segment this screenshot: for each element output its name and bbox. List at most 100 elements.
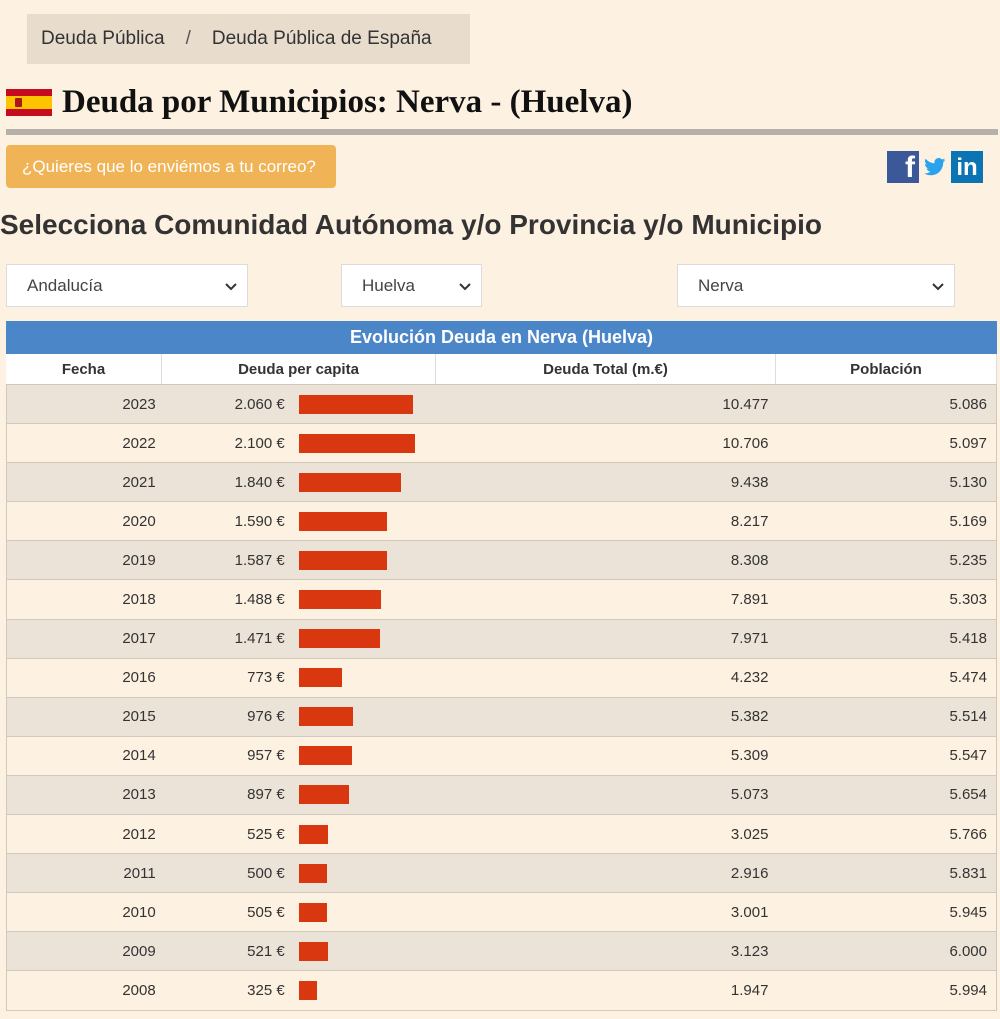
cell-fecha: 2022 bbox=[122, 434, 156, 452]
table-row: 2017 1.471 € 7.971 5.418 bbox=[6, 619, 997, 659]
cell-per-capita: 500 € bbox=[163, 854, 436, 892]
cell-poblacion: 5.086 bbox=[949, 395, 987, 413]
cell-total: 9.438 bbox=[730, 473, 769, 491]
email-subscribe-button[interactable]: ¿Quieres que lo enviémos a tu correo? bbox=[6, 145, 336, 188]
per-capita-bar bbox=[298, 590, 381, 610]
provincia-select[interactable]: Huelva bbox=[341, 264, 482, 307]
twitter-bird bbox=[924, 158, 946, 176]
per-capita-value: 1.488 € bbox=[234, 591, 285, 609]
cell-per-capita: 325 € bbox=[163, 971, 436, 1009]
per-capita-value: 957 € bbox=[247, 747, 285, 765]
breadcrumb-link-deuda-publica[interactable]: Deuda Pública bbox=[41, 28, 165, 49]
table-title: Evolución Deuda en Nerva (Huelva) bbox=[6, 321, 997, 354]
per-capita-value: 1.471 € bbox=[234, 630, 285, 648]
breadcrumb-link-deuda-espana[interactable]: Deuda Pública de España bbox=[211, 28, 432, 49]
per-capita-bar bbox=[298, 785, 349, 805]
cell-poblacion: 6.000 bbox=[949, 942, 987, 960]
twitter-icon[interactable] bbox=[922, 151, 948, 183]
cell-poblacion: 5.514 bbox=[949, 708, 987, 726]
per-capita-bar bbox=[298, 550, 387, 570]
title-row: Deuda por Municipios: Nerva - (Huelva) bbox=[6, 80, 632, 124]
cell-total: 8.308 bbox=[730, 551, 769, 569]
cell-per-capita: 505 € bbox=[163, 893, 436, 931]
municipio-select[interactable]: Nerva bbox=[677, 264, 955, 307]
cell-per-capita: 525 € bbox=[163, 815, 436, 853]
table-row: 2012 525 € 3.025 5.766 bbox=[6, 815, 997, 855]
debt-table: Evolución Deuda en Nerva (Huelva) Fecha … bbox=[6, 321, 997, 1011]
select-heading: Selecciona Comunidad Autónoma y/o Provin… bbox=[0, 209, 822, 240]
cell-total: 7.891 bbox=[730, 591, 769, 609]
cell-total: 5.073 bbox=[730, 786, 769, 804]
per-capita-bar bbox=[298, 746, 352, 766]
cell-fecha: 2008 bbox=[122, 981, 156, 999]
per-capita-value: 505 € bbox=[247, 903, 285, 921]
table-body: 2023 2.060 € 10.477 5.086 2022 2.100 € 10.706 5… bbox=[6, 385, 997, 1011]
cell-total: 8.217 bbox=[730, 512, 769, 530]
table-row: 2022 2.100 € 10.706 5.097 bbox=[6, 424, 997, 464]
table-row: 2010 505 € 3.001 5.945 bbox=[6, 893, 997, 933]
table-row: 2008 325 € 1.947 5.994 bbox=[6, 971, 997, 1011]
per-capita-bar bbox=[298, 941, 328, 961]
table-row: 2020 1.590 € 8.217 5.169 bbox=[6, 502, 997, 542]
per-capita-bar bbox=[298, 980, 317, 1000]
table-row: 2015 976 € 5.382 5.514 bbox=[6, 697, 997, 737]
header-fecha: Fecha bbox=[6, 354, 162, 384]
cell-total: 1.947 bbox=[730, 981, 769, 999]
cell-fecha: 2009 bbox=[122, 942, 156, 960]
cell-fecha: 2023 bbox=[122, 395, 156, 413]
cell-fecha: 2017 bbox=[122, 630, 156, 648]
per-capita-value: 1.590 € bbox=[234, 512, 285, 530]
per-capita-bar bbox=[298, 433, 415, 453]
spain-flag-icon bbox=[6, 88, 52, 116]
header-poblacion: Población bbox=[776, 354, 997, 384]
cell-poblacion: 5.994 bbox=[949, 981, 987, 999]
per-capita-value: 525 € bbox=[247, 825, 285, 843]
cell-poblacion: 5.831 bbox=[949, 864, 987, 882]
chevron-down-icon bbox=[459, 283, 471, 291]
cell-fecha: 2018 bbox=[122, 591, 156, 609]
per-capita-value: 897 € bbox=[247, 786, 285, 804]
comunidad-select-value: Andalucía bbox=[27, 275, 103, 295]
header-total: Deuda Total (m.€) bbox=[436, 354, 776, 384]
cell-total: 10.706 bbox=[722, 434, 769, 452]
cell-poblacion: 5.169 bbox=[949, 512, 987, 530]
cell-fecha: 2014 bbox=[122, 747, 156, 765]
table-row: 2013 897 € 5.073 5.654 bbox=[6, 775, 997, 816]
facebook-icon[interactable]: f bbox=[887, 151, 919, 183]
per-capita-bar bbox=[298, 863, 327, 883]
table-row: 2011 500 € 2.916 5.831 bbox=[6, 854, 997, 894]
linkedin-icon[interactable]: in bbox=[951, 151, 983, 183]
cell-poblacion: 5.235 bbox=[949, 551, 987, 569]
cell-poblacion: 5.654 bbox=[949, 786, 987, 804]
per-capita-bar bbox=[298, 472, 401, 492]
comunidad-select[interactable]: Andalucía bbox=[6, 264, 248, 307]
per-capita-value: 976 € bbox=[247, 708, 285, 726]
cell-total: 10.477 bbox=[722, 395, 769, 413]
page-title: Deuda por Municipios: Nerva - (Huelva) bbox=[62, 83, 633, 120]
cell-poblacion: 5.766 bbox=[949, 825, 987, 843]
cell-total: 7.971 bbox=[730, 630, 769, 648]
per-capita-value: 1.587 € bbox=[234, 551, 285, 569]
cell-fecha: 2016 bbox=[122, 669, 156, 687]
cell-per-capita: 1.471 € bbox=[163, 620, 436, 658]
cell-per-capita: 2.100 € bbox=[163, 424, 436, 462]
cell-poblacion: 5.418 bbox=[949, 630, 987, 648]
cell-per-capita: 976 € bbox=[163, 698, 436, 736]
breadcrumb: Deuda Pública / Deuda Pública de España bbox=[27, 14, 470, 64]
cell-total: 5.382 bbox=[730, 708, 769, 726]
table-row: 2021 1.840 € 9.438 5.130 bbox=[6, 463, 997, 503]
cell-poblacion: 5.097 bbox=[949, 434, 987, 452]
per-capita-bar bbox=[298, 668, 342, 688]
cell-total: 3.123 bbox=[730, 942, 769, 960]
per-capita-value: 1.840 € bbox=[234, 473, 285, 491]
cell-fecha: 2010 bbox=[122, 903, 156, 921]
cell-total: 4.232 bbox=[730, 669, 769, 687]
cell-per-capita: 2.060 € bbox=[163, 385, 436, 423]
table-row: 2009 521 € 3.123 6.000 bbox=[6, 932, 997, 972]
cell-fecha: 2013 bbox=[122, 786, 156, 804]
cell-per-capita: 521 € bbox=[163, 932, 436, 970]
per-capita-bar bbox=[298, 511, 387, 531]
cell-per-capita: 897 € bbox=[163, 776, 436, 814]
table-row: 2019 1.587 € 8.308 5.235 bbox=[6, 541, 997, 581]
per-capita-bar bbox=[298, 707, 353, 727]
